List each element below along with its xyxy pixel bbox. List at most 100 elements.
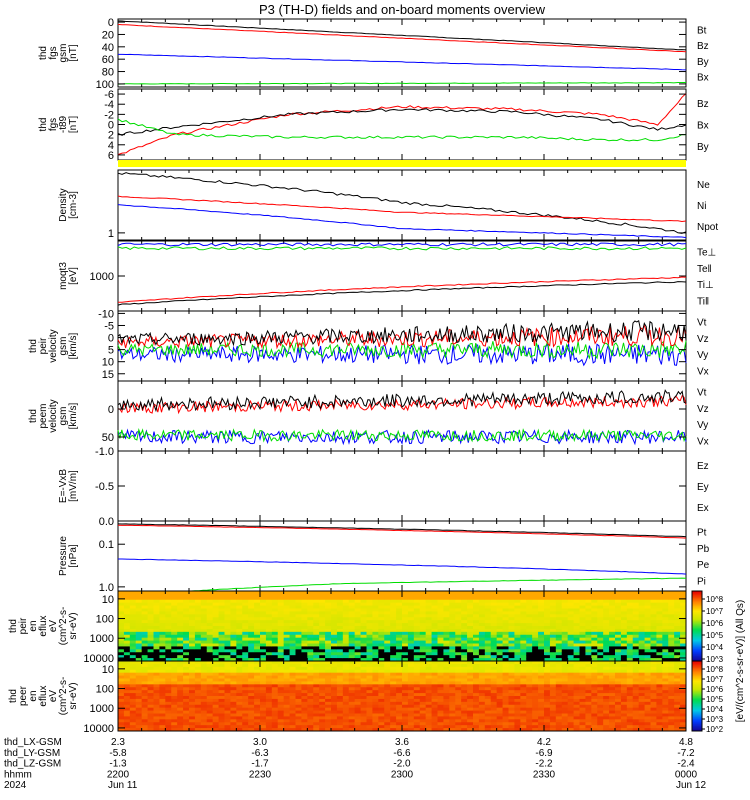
peir-spectrogram-cell (224, 634, 231, 639)
peer-spectrogram-cell (502, 687, 509, 691)
peer-spectrogram-cell (307, 661, 314, 665)
peir-spectrogram-cell (135, 614, 143, 618)
peir-spectrogram-cell (620, 634, 628, 639)
peir-spectrogram-cell (520, 620, 527, 624)
peir-spectrogram-cell (496, 628, 503, 633)
peer-spectrogram-cell (325, 663, 332, 668)
peer-spectrogram-cell (526, 696, 533, 700)
peer-spectrogram-cell (396, 725, 403, 729)
peir-spectrogram-cell (538, 593, 545, 598)
peir-spectrogram-cell (425, 649, 432, 653)
peir-spectrogram-cell (478, 628, 486, 633)
peer-spectrogram-cell (301, 681, 308, 685)
peir-spectrogram-cell (277, 649, 285, 653)
peir-spectrogram-cell (473, 608, 480, 612)
peir-spectrogram-cell (638, 608, 645, 612)
peir-spectrogram-cell (502, 643, 509, 647)
peir-spectrogram-cell (549, 614, 557, 618)
peir-spectrogram-cell (141, 611, 148, 615)
peir-spectrogram-cell (419, 614, 427, 618)
peir-spectrogram-cell (390, 599, 397, 604)
peir-spectrogram-cell (490, 646, 498, 650)
peer-spectrogram-cell (549, 698, 557, 703)
peer-spectrogram-cell (265, 728, 273, 732)
peir-spectrogram-cell (467, 617, 474, 621)
peir-spectrogram-cell (585, 646, 592, 650)
peer-spectrogram-cell (248, 701, 255, 706)
peir-spectrogram-cell (307, 614, 314, 618)
peir-spectrogram-cell (680, 628, 687, 633)
peir-spectrogram-cell (478, 626, 486, 630)
peer-spectrogram-cell (431, 704, 438, 709)
peer-spectrogram-cell (331, 716, 338, 720)
peer-spectrogram-cell (200, 663, 208, 668)
peer-spectrogram-cell (609, 661, 616, 665)
peir-spectrogram-cell (626, 631, 634, 636)
peer-spectrogram-cell (544, 690, 551, 694)
peer-spectrogram-cell (206, 669, 214, 674)
peir-spectrogram-cell (242, 637, 249, 641)
peir-spectrogram-cell (496, 655, 503, 659)
peer-spectrogram-cell (620, 672, 628, 676)
peir-spectrogram-cell (129, 614, 137, 618)
peir-spectrogram-cell (615, 596, 622, 601)
y-axis-label: (cm^2-s- (58, 607, 69, 646)
peer-spectrogram-cell (307, 719, 314, 723)
peir-spectrogram-cell (177, 634, 184, 639)
peer-spectrogram-cell (449, 690, 456, 694)
peer-spectrogram-cell (573, 713, 580, 717)
peir-spectrogram-cell (532, 611, 539, 615)
peir-spectrogram-cell (615, 617, 622, 621)
peer-spectrogram-cell (301, 666, 308, 671)
peer-spectrogram-cell (325, 681, 332, 685)
peir-spectrogram-cell (674, 611, 681, 615)
peer-spectrogram-cell (425, 713, 432, 717)
peir-spectrogram-cell (413, 626, 421, 630)
peir-spectrogram-cell (165, 658, 172, 662)
peir-spectrogram-cell (224, 643, 231, 647)
peir-spectrogram-cell (194, 626, 202, 630)
peer-spectrogram-cell (289, 684, 296, 688)
tick-label: 50 (102, 432, 114, 444)
peer-spectrogram-cell (490, 704, 498, 709)
peir-spectrogram-cell (579, 649, 586, 653)
peer-spectrogram-cell (615, 693, 622, 697)
peer-spectrogram-cell (265, 719, 273, 723)
peer-spectrogram-cell (425, 698, 432, 703)
peir-spectrogram-cell (189, 655, 196, 659)
peer-spectrogram-cell (532, 661, 539, 665)
peer-spectrogram-cell (502, 690, 509, 694)
peer-spectrogram-cell (508, 725, 515, 729)
peir-spectrogram-cell (603, 655, 610, 659)
peer-spectrogram-cell (194, 687, 202, 691)
peir-spectrogram-cell (271, 658, 279, 662)
peer-spectrogram-cell (561, 675, 569, 679)
peir-spectrogram-cell (277, 643, 285, 647)
peir-spectrogram-cell (443, 628, 450, 633)
peer-spectrogram-cell (372, 663, 379, 668)
peir-spectrogram-cell (585, 591, 592, 595)
peer-spectrogram-cell (194, 669, 202, 674)
peer-spectrogram-cell (218, 690, 225, 694)
peer-spectrogram-cell (307, 678, 314, 682)
peer-spectrogram-cell (177, 669, 184, 674)
legend-entry: Te‖ (697, 264, 712, 275)
peer-spectrogram-cell (129, 690, 137, 694)
peer-spectrogram-cell (147, 698, 154, 703)
peer-spectrogram-cell (301, 713, 308, 717)
peer-spectrogram-cell (449, 696, 456, 700)
peir-spectrogram-cell (431, 602, 438, 606)
peir-spectrogram-cell (490, 591, 498, 595)
peer-spectrogram-cell (431, 713, 438, 717)
peir-spectrogram-cell (508, 602, 515, 606)
peer-spectrogram-cell (342, 722, 350, 726)
peir-spectrogram-cell (650, 637, 657, 641)
peir-spectrogram-cell (478, 617, 486, 621)
peer-spectrogram-cell (129, 722, 137, 726)
legend-entry: Te⊥ (697, 248, 716, 259)
peir-spectrogram-cell (620, 643, 628, 647)
peer-spectrogram-cell (118, 696, 125, 700)
peir-spectrogram-cell (189, 623, 196, 627)
peer-spectrogram-cell (271, 663, 279, 668)
peer-spectrogram-cell (514, 716, 521, 720)
